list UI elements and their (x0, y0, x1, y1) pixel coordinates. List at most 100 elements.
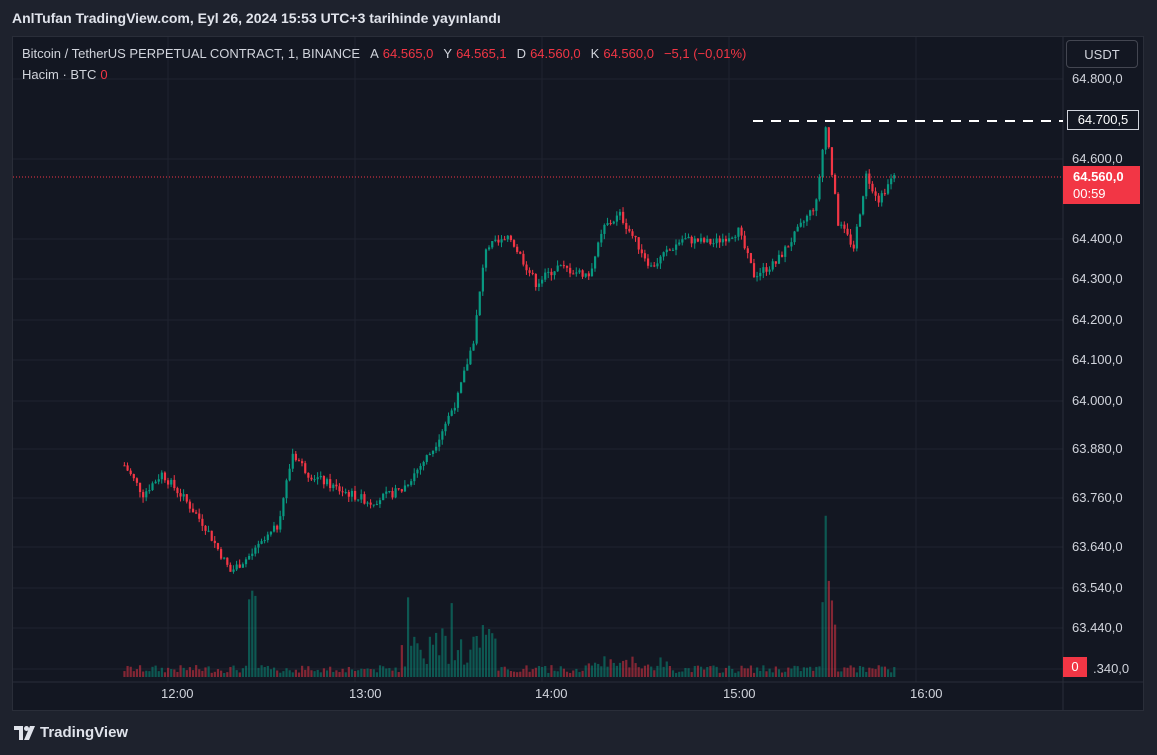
volume-bar (500, 667, 503, 677)
candle (883, 193, 887, 195)
volume-bar (301, 665, 304, 677)
volume-bar (883, 666, 887, 677)
volume-bar (456, 650, 460, 677)
volume-bar (235, 670, 238, 677)
candle (148, 490, 151, 492)
bar-countdown: 00:59 (1073, 186, 1106, 201)
volume-bar (880, 666, 883, 677)
volume-bar (597, 663, 600, 677)
volume-bar (650, 666, 653, 677)
volume-bar (204, 667, 207, 677)
candle (846, 228, 849, 235)
volume-bar (388, 668, 391, 677)
candle (886, 184, 890, 194)
volume-bar (126, 665, 129, 677)
volume-bar (129, 666, 132, 677)
volume-bar (428, 636, 431, 677)
volume-bar (858, 665, 862, 677)
volume-bar (288, 670, 291, 677)
candle (756, 276, 759, 278)
volume-bar (562, 668, 566, 677)
symbol-title[interactable]: Bitcoin / TetherUS PERPETUAL CONTRACT, 1… (22, 46, 361, 61)
volume-bar (874, 669, 877, 677)
volume-bar (431, 644, 435, 677)
volume-bar (687, 668, 690, 677)
price-axis-label: 64.300,0 (1072, 271, 1123, 286)
candle (668, 249, 671, 251)
volume-bar (681, 671, 684, 677)
volume-bar (631, 656, 634, 677)
candle (213, 540, 216, 544)
candle (219, 549, 223, 559)
candle (266, 534, 269, 541)
volume-bar (484, 634, 488, 677)
candle (329, 479, 332, 488)
candle (347, 492, 350, 497)
volume-label[interactable]: Hacim · BTC (22, 67, 97, 82)
currency-button[interactable]: USDT (1066, 40, 1138, 68)
volume-bar (812, 670, 815, 677)
price-chart[interactable] (13, 37, 1143, 710)
candle (771, 261, 774, 270)
candle (743, 235, 746, 249)
candle (818, 177, 821, 200)
candle (410, 481, 413, 485)
volume-bar (369, 669, 372, 677)
volume-bar (459, 639, 463, 677)
candle (475, 315, 478, 344)
candle (522, 253, 525, 265)
candle (195, 512, 198, 514)
candle (450, 410, 453, 416)
tradingview-logo[interactable]: TradingView (14, 724, 128, 741)
candle (544, 272, 547, 280)
candle (531, 272, 534, 274)
candle (251, 553, 254, 556)
candle (413, 473, 416, 482)
candle (391, 491, 394, 498)
volume-bar (572, 670, 575, 677)
volume-bar (419, 649, 422, 677)
candle (145, 491, 148, 498)
volume-bar (338, 672, 341, 677)
volume-bar (344, 672, 347, 677)
volume-bar (519, 671, 522, 677)
candle (874, 191, 877, 196)
candle (634, 235, 637, 238)
volume-bar (123, 671, 126, 677)
low-value: 64.560,0 (530, 46, 581, 61)
candle (703, 238, 706, 243)
volume-bar (151, 666, 154, 677)
low-label: D (516, 46, 527, 61)
candle (142, 492, 145, 498)
candle (575, 272, 578, 274)
candle (855, 226, 858, 249)
close-value: 64.560,0 (603, 46, 654, 61)
candle (868, 173, 871, 184)
candle (550, 271, 553, 276)
volume-bar (793, 665, 796, 677)
candle (132, 474, 135, 479)
candle (291, 453, 294, 469)
chart-panel[interactable] (12, 36, 1144, 711)
candle (678, 242, 681, 245)
candle (759, 272, 762, 277)
volume-bar (877, 665, 880, 677)
high-label: Y (443, 46, 453, 61)
volume-bar (185, 670, 188, 677)
volume-bar (675, 672, 678, 677)
volume-bar (784, 671, 787, 677)
volume-bar (671, 670, 675, 677)
volume-bar (871, 668, 874, 677)
candle (506, 235, 509, 240)
candle (428, 454, 431, 456)
volume-bar (565, 671, 569, 677)
volume-tag: 0 (1063, 657, 1087, 677)
volume-bar (525, 665, 528, 677)
volume-bar (241, 668, 244, 677)
candle (665, 249, 668, 253)
candle (438, 439, 441, 447)
candle (802, 221, 805, 223)
time-axis-label: 13:00 (349, 686, 382, 701)
candle (403, 485, 407, 492)
volume-bar (780, 672, 784, 677)
